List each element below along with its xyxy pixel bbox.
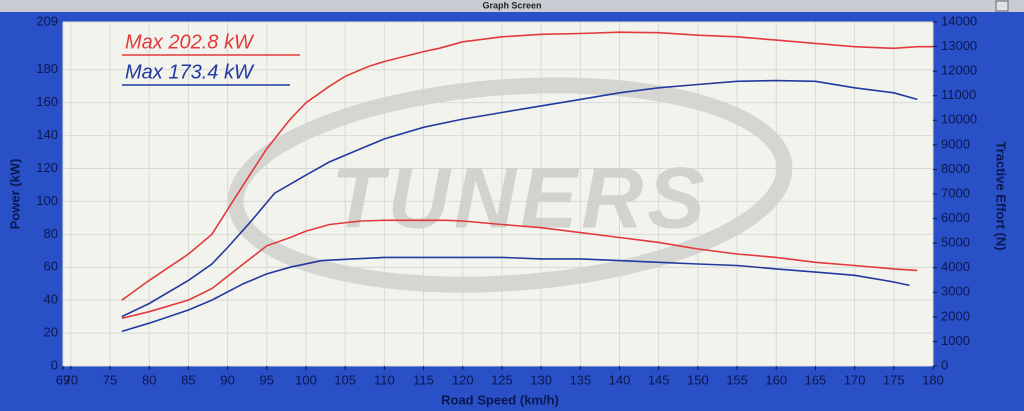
x-tick-label: 105: [334, 372, 356, 387]
x-tick-label: 85: [181, 372, 195, 387]
y2-tick-label: 11000: [941, 87, 976, 102]
y2-axis-title: Tractive Effort (N): [994, 141, 1009, 250]
annotation: Max 202.8 kW: [125, 31, 255, 53]
x-axis-title: Road Speed (km/h): [441, 392, 559, 407]
x-tick-label: 125: [491, 372, 513, 387]
series-line: [121, 31, 933, 301]
annotation: Max 173.4 kW: [125, 61, 255, 83]
x-tick-label: 69: [56, 372, 70, 387]
series-line: [121, 79, 918, 318]
series-line: [121, 256, 910, 333]
x-tick-label: 170: [844, 372, 866, 387]
x-tick-label: 135: [569, 372, 591, 387]
x-tick-label: 130: [530, 372, 552, 387]
y2-tick-label: 6000: [941, 210, 970, 225]
y-tick-label: 160: [36, 94, 58, 109]
y-tick-label: 120: [36, 160, 58, 175]
y-tick-label: 40: [44, 292, 58, 307]
y2-tick-label: 2000: [941, 308, 970, 323]
y2-tick-label: 10000: [941, 112, 977, 127]
x-tick-label: 75: [103, 372, 117, 387]
y2-tick-label: 3000: [941, 284, 970, 299]
y-tick-label: 80: [44, 226, 58, 241]
series-group: [121, 31, 933, 333]
x-tick-label: 160: [765, 372, 787, 387]
plot-area: [63, 22, 933, 366]
y-tick-label: 100: [36, 193, 58, 208]
grid: [62, 21, 934, 367]
y2-tick-label: 14000: [941, 13, 977, 28]
y-axis-title: Power (kW): [7, 159, 22, 230]
y2-tick-label: 4000: [941, 259, 970, 274]
y2-tick-label: 8000: [941, 161, 970, 176]
x-tick-label: 115: [413, 372, 434, 387]
x-tick-label: 100: [295, 372, 317, 387]
y-tick-label: 60: [44, 259, 58, 274]
watermark-logo: TUNERS: [227, 77, 793, 293]
y2-tick-label: 1000: [941, 333, 970, 348]
x-tick-label: 140: [609, 372, 631, 387]
x-tick-label: 150: [687, 372, 709, 387]
x-tick-label: 80: [142, 372, 156, 387]
watermark: TUNERS: [331, 151, 709, 247]
x-tick-label: 155: [726, 372, 748, 387]
title-bar: [0, 0, 1024, 12]
x-tick-label: 175: [883, 372, 905, 387]
y2-tick-label: 12000: [941, 63, 977, 78]
x-tick-label: 110: [374, 372, 395, 387]
x-tick-label: 70: [64, 372, 78, 387]
y2-tick-label: 5000: [941, 235, 970, 250]
y2-tick-label: 13000: [941, 38, 977, 53]
close-button[interactable]: [995, 0, 1009, 12]
x-tick-label: 95: [260, 372, 274, 387]
x-tick-label: 145: [648, 372, 670, 387]
x-tick-label: 180: [922, 372, 944, 387]
y2-tick-label: 9000: [941, 136, 970, 151]
y-tick-label: 209: [36, 13, 58, 28]
series-line: [121, 219, 918, 320]
y-tick-label: 0: [51, 357, 58, 372]
y2-tick-label: 7000: [941, 185, 970, 200]
x-tick-label: 120: [452, 372, 474, 387]
x-tick-label: 165: [805, 372, 827, 387]
logo-ring: [227, 77, 793, 293]
window-title: Graph Screen: [482, 0, 541, 10]
y-tick-label: 180: [36, 61, 58, 76]
y-tick-label: 20: [44, 325, 58, 340]
y2-tick-label: 0: [941, 357, 948, 372]
y-tick-label: 140: [36, 127, 58, 142]
x-tick-label: 90: [220, 372, 234, 387]
